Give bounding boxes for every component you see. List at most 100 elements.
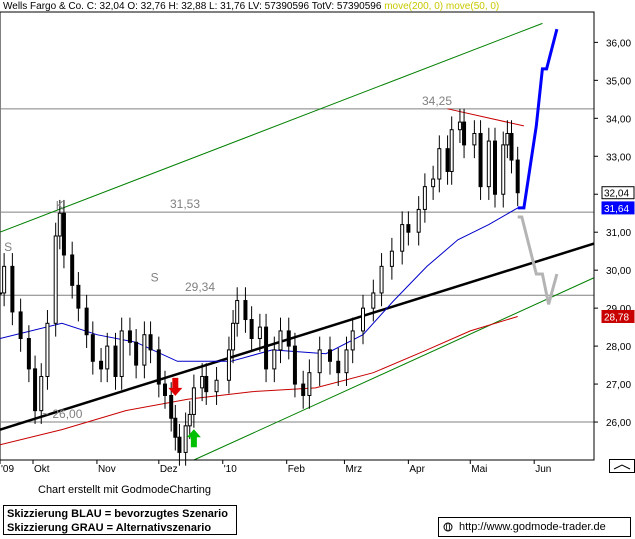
plot-area xyxy=(0,11,595,461)
candle-body xyxy=(389,250,394,267)
candle-body xyxy=(307,372,312,396)
candle-body xyxy=(257,326,262,340)
candle-body xyxy=(142,334,147,366)
candle-body xyxy=(127,330,132,343)
candle-body xyxy=(76,284,81,309)
candle-body xyxy=(361,307,365,332)
x-tick-label: Dez xyxy=(160,464,178,475)
y-tick-label: 29,00 xyxy=(606,304,631,315)
candle-body xyxy=(113,345,118,377)
price-badge-label: 28,78 xyxy=(604,312,629,323)
blue-scenario-path xyxy=(517,28,559,210)
candle-body xyxy=(292,345,297,385)
y-tick-label: 31,00 xyxy=(606,228,631,239)
level-label: ~ 26,00 xyxy=(42,407,83,421)
candle-body xyxy=(2,265,7,294)
candle-body xyxy=(191,387,196,415)
x-tick-label: Nov xyxy=(98,464,116,475)
ma50-legend: move(50, 0) xyxy=(445,1,500,12)
candle-body xyxy=(328,349,332,362)
candle-body xyxy=(163,383,167,396)
lower-channel-line xyxy=(193,277,595,461)
zoom-icon[interactable] xyxy=(609,459,635,473)
ma200-legend: move(200, 0) xyxy=(384,1,444,12)
candle-body xyxy=(406,224,411,233)
candle-body xyxy=(371,292,376,309)
candle-body xyxy=(183,425,188,453)
website-url: http://www.godmode-trader.de xyxy=(459,521,606,533)
candle-body xyxy=(134,341,139,366)
candle-body xyxy=(437,148,442,180)
arrow-down-icon xyxy=(168,377,183,396)
grey-scenario-path xyxy=(517,215,559,305)
candle-body xyxy=(301,383,306,396)
candle-body xyxy=(445,148,450,172)
pattern-label: S xyxy=(4,240,12,254)
x-tick-label: Mai xyxy=(471,464,487,475)
candle-body xyxy=(462,121,467,146)
scenario-legend: Skizzierung BLAU = bevorzugtes Szenario … xyxy=(3,505,237,535)
candle-body xyxy=(493,140,497,195)
candle-body xyxy=(457,121,462,131)
candle-body xyxy=(509,132,514,161)
pattern-label: K xyxy=(56,198,64,212)
candle-body xyxy=(26,338,31,370)
price-badge-label: 32,04 xyxy=(604,189,629,200)
website-link[interactable]: http://www.godmode-trader.de xyxy=(438,517,631,537)
candle-body xyxy=(70,254,75,286)
candle-body xyxy=(148,334,153,351)
x-tick-label: Mrz xyxy=(345,464,362,475)
price-badge xyxy=(601,186,635,200)
candle-body xyxy=(119,330,124,377)
pattern-label: S xyxy=(151,271,159,285)
chart-header: Wells Fargo & Co. C: 32,04 O: 32,76 H: 3… xyxy=(3,1,499,12)
candle-body xyxy=(57,212,62,237)
candle-body xyxy=(200,375,205,389)
ohlc-stats: C: 32,04 O: 32,76 H: 32,88 L: 31,76 LV: … xyxy=(86,1,382,12)
level-label: 31,53 xyxy=(170,197,200,211)
candle-body xyxy=(0,292,2,295)
candle-body xyxy=(231,322,236,351)
candle-body xyxy=(187,413,192,427)
candle-body xyxy=(350,330,355,351)
candle-body xyxy=(214,379,219,393)
candle-body xyxy=(173,417,178,438)
candle-body xyxy=(478,132,483,188)
candle-body xyxy=(272,349,277,370)
candle-body xyxy=(39,375,44,412)
y-tick-label: 28,00 xyxy=(606,342,631,353)
candle-body xyxy=(379,265,384,294)
y-tick-label: 26,00 xyxy=(606,418,631,429)
candle-body xyxy=(33,368,38,412)
x-tick-label: Okt xyxy=(34,464,50,475)
y-tick-label: 36,00 xyxy=(606,38,631,49)
candle-body xyxy=(61,212,66,256)
candle-body xyxy=(249,319,254,340)
candle-body xyxy=(105,345,110,370)
y-tick-label: 33,00 xyxy=(606,152,631,163)
arrow-up-icon xyxy=(186,429,201,448)
level-label: 34,25 xyxy=(422,94,452,108)
candle-body xyxy=(45,322,50,377)
level-label: 29,34 xyxy=(185,280,215,294)
black-trendline-line xyxy=(0,242,595,431)
price-badge xyxy=(601,201,635,215)
candle-body xyxy=(431,178,436,188)
candle-body xyxy=(90,334,95,362)
candle-body xyxy=(416,208,421,233)
y-tick-label: 35,00 xyxy=(606,76,631,87)
candle-body xyxy=(422,186,427,210)
moving-average-line xyxy=(0,316,518,446)
candle-body xyxy=(264,326,269,370)
candle-body xyxy=(286,330,291,347)
candle-body xyxy=(344,349,349,374)
globe-icon xyxy=(443,522,453,532)
candle-body xyxy=(169,394,174,419)
candle-body xyxy=(235,300,240,324)
candle-body xyxy=(505,132,510,146)
candle-body xyxy=(204,375,209,393)
candle-body xyxy=(177,436,182,453)
candle-body xyxy=(486,140,491,188)
candle-body xyxy=(278,330,283,351)
